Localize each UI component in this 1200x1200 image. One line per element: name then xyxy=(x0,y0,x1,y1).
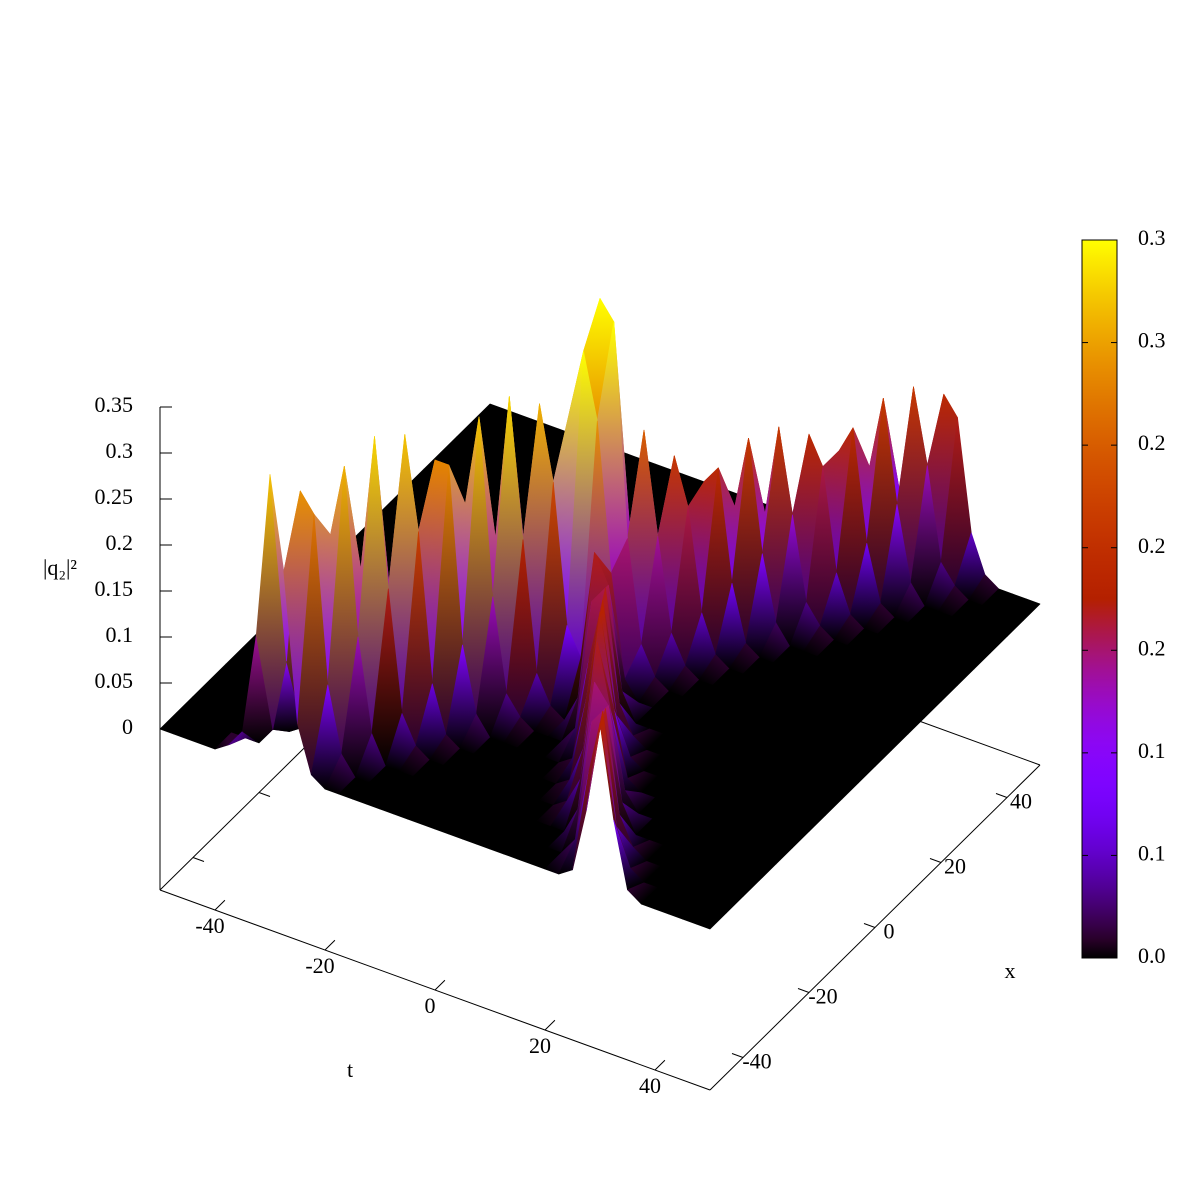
t-tick xyxy=(324,939,336,951)
z-tick-label: 0.3 xyxy=(106,438,134,463)
colorbar-tick-label: 0.2 xyxy=(1138,635,1166,660)
colorbar-tick-label: 0.1 xyxy=(1138,738,1166,763)
x-axis-label: x xyxy=(1005,958,1016,983)
z-tick-label: 0.25 xyxy=(95,484,134,509)
z-axis-label: |q₂|² xyxy=(43,555,77,580)
z-tick-label: 0.05 xyxy=(95,668,134,693)
t-tick xyxy=(544,1019,556,1031)
t-tick xyxy=(214,899,226,911)
t-tick xyxy=(654,1059,666,1071)
x-tick xyxy=(929,858,942,863)
x-tick-label: 40 xyxy=(1010,789,1032,814)
z-tick-label: 0.1 xyxy=(106,622,134,647)
t-tick-label: 40 xyxy=(639,1073,661,1098)
x-tick xyxy=(863,923,876,928)
colorbar-tick-label: 0.0 xyxy=(1138,943,1166,968)
t-tick-label: 20 xyxy=(529,1033,551,1058)
surface-patch xyxy=(695,907,727,930)
x-tick-mirror xyxy=(192,857,205,862)
x-tick-label: -40 xyxy=(742,1049,771,1074)
x-tick-label: 20 xyxy=(944,854,966,879)
x-tick xyxy=(797,988,810,993)
colorbar-tick-label: 0.1 xyxy=(1138,840,1166,865)
z-tick-label: 0.15 xyxy=(95,576,134,601)
t-tick-label: -40 xyxy=(195,913,224,938)
x-tick xyxy=(995,793,1008,798)
t-tick xyxy=(434,979,446,991)
colorbar-tick-label: 0.3 xyxy=(1138,225,1166,250)
x-tick-label: 0 xyxy=(884,919,895,944)
colorbar xyxy=(1081,239,1118,959)
x-tick xyxy=(731,1053,744,1058)
surface xyxy=(159,298,1041,930)
colorbar-tick-label: 0.3 xyxy=(1138,328,1166,353)
colorbar-tick-label: 0.2 xyxy=(1138,533,1166,558)
z-tick-label: 0.2 xyxy=(106,530,134,555)
z-tick-label: 0 xyxy=(122,714,133,739)
z-tick-label: 0.35 xyxy=(95,392,134,417)
x-tick-label: -20 xyxy=(808,984,837,1009)
t-tick-label: 0 xyxy=(425,993,436,1018)
t-tick-label: -20 xyxy=(305,953,334,978)
t-axis-label: t xyxy=(347,1057,353,1082)
colorbar-tick-label: 0.2 xyxy=(1138,430,1166,455)
x-tick-mirror xyxy=(258,792,271,797)
